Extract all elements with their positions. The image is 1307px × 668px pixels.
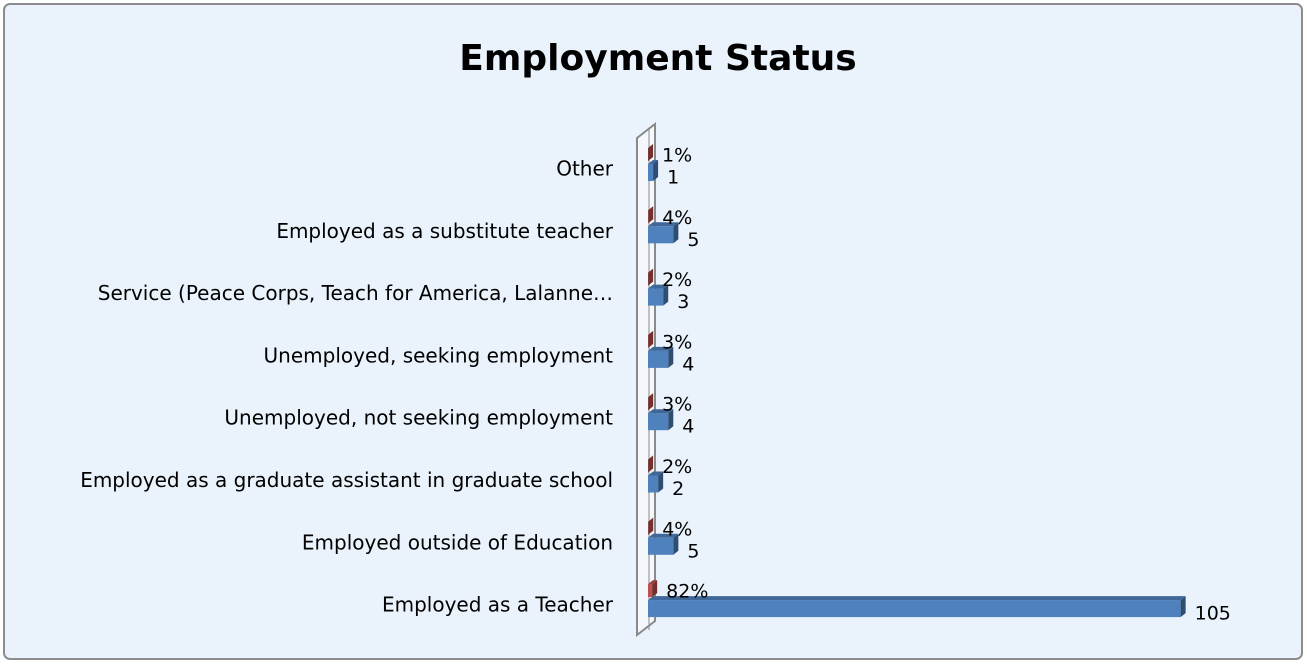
plot-wall: [637, 124, 655, 635]
bar: [648, 413, 668, 430]
y-tick-label: Employed as a graduate assistant in grad…: [80, 468, 613, 492]
data-label: 2%: [662, 456, 692, 478]
data-label: 5: [687, 540, 699, 562]
data-label: 2: [672, 478, 684, 500]
bar: [648, 226, 673, 243]
data-label: 4: [682, 416, 694, 438]
y-tick-label: Employed as a substitute teacher: [276, 219, 613, 243]
data-label: 5: [687, 229, 699, 251]
data-label: 4%: [662, 207, 692, 229]
data-label: 1%: [662, 145, 692, 167]
y-tick-label: Service (Peace Corps, Teach for America,…: [98, 281, 613, 305]
y-tick-label: Employed as a Teacher: [382, 593, 614, 617]
chart-title: Employment Status: [459, 38, 856, 79]
bar: [648, 600, 1181, 617]
bar: [648, 538, 673, 555]
data-label: 2%: [662, 269, 692, 291]
bar: [648, 584, 652, 597]
data-label: 1: [667, 167, 679, 189]
bar: [648, 351, 668, 368]
data-label: 3: [677, 291, 689, 313]
data-label: 4%: [662, 518, 692, 540]
data-label: 82%: [666, 581, 708, 603]
data-label: 3%: [662, 394, 692, 416]
data-label: 4: [682, 353, 694, 375]
bar: [648, 164, 653, 181]
y-tick-label: Employed outside of Education: [302, 530, 613, 554]
bar: [648, 289, 663, 306]
y-tick-label: Unemployed, seeking employment: [264, 343, 614, 367]
y-tick-label: Unemployed, not seeking employment: [224, 406, 613, 430]
y-tick-label: Other: [556, 157, 614, 181]
data-label: 105: [1195, 603, 1231, 625]
bar-top: [648, 596, 1186, 600]
data-label: 3%: [662, 331, 692, 353]
bar: [648, 476, 658, 493]
